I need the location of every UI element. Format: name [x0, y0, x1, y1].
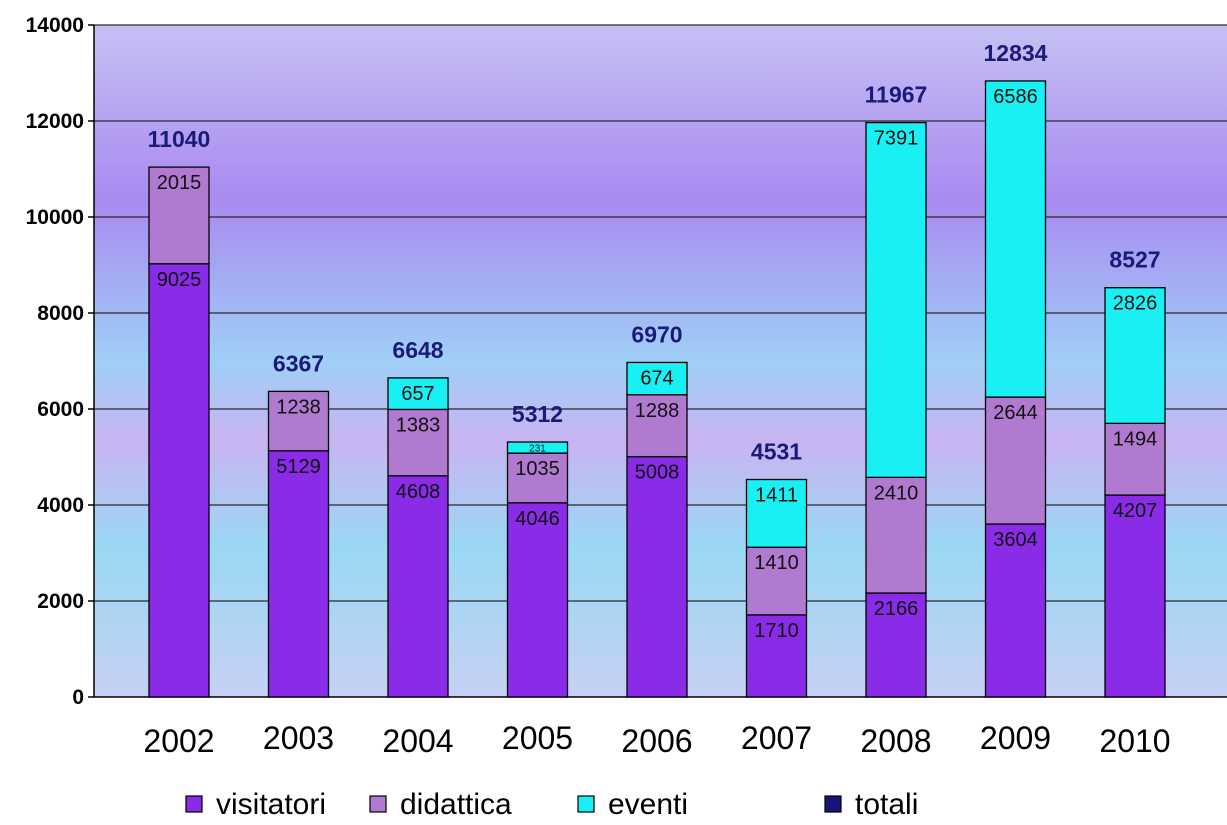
bar-eventi-2010 — [1104, 287, 1166, 425]
bars — [148, 80, 1166, 698]
data-label-totali: 12834 — [984, 40, 1048, 66]
x-tick-label: 2008 — [860, 723, 931, 759]
data-label-eventi: 231 — [529, 444, 546, 455]
data-label-didattica: 2410 — [874, 482, 919, 504]
legend-swatch-totali — [824, 795, 842, 813]
bar-didattica-2003 — [267, 390, 330, 452]
bar-eventi-2004 — [387, 377, 449, 411]
data-label-visitatori: 5008 — [635, 462, 680, 484]
data-label-didattica: 2644 — [993, 402, 1038, 424]
y-tick-label: 2000 — [37, 590, 84, 613]
data-label-eventi: 6586 — [993, 86, 1038, 108]
y-tick-label: 6000 — [37, 398, 84, 421]
data-label-didattica: 1035 — [515, 458, 560, 480]
legend-label-totali: totali — [855, 788, 918, 821]
bar-eventi-2005 — [506, 441, 569, 454]
data-label-eventi: 657 — [401, 383, 434, 405]
x-tick-label: 2007 — [741, 720, 812, 756]
bar-visitatori-2005 — [506, 502, 569, 698]
data-label-visitatori: 2166 — [874, 598, 919, 620]
legend: visitatori didattica eventi totali — [185, 788, 918, 821]
data-label-didattica: 1494 — [1113, 428, 1158, 450]
data-label-totali: 5312 — [512, 401, 563, 427]
y-tick-label: 10000 — [26, 206, 84, 229]
data-label-didattica: 1383 — [396, 414, 441, 436]
bar-didattica-2007 — [745, 546, 808, 616]
data-label-didattica: 1288 — [635, 400, 680, 422]
data-label-didattica: 1410 — [754, 552, 799, 574]
x-tick-label: 2003 — [263, 720, 334, 756]
bar-didattica-2008 — [865, 476, 927, 594]
axes: 0 2000 4000 6000 8000 10000 12000 14000 — [26, 14, 1227, 709]
bar-visitatori-2004 — [387, 475, 449, 698]
data-label-eventi: 7391 — [874, 128, 919, 150]
data-label-visitatori: 4608 — [396, 481, 441, 503]
bar-didattica-2006 — [626, 394, 688, 458]
bar-didattica-2005 — [506, 452, 569, 504]
bar-eventi-2008 — [865, 121, 927, 479]
y-tick-label: 14000 — [26, 14, 84, 37]
legend-swatch-eventi — [577, 795, 595, 813]
data-label-visitatori: 9025 — [157, 269, 202, 291]
y-tick-label: 4000 — [37, 494, 84, 517]
x-tick-label: 2002 — [143, 723, 214, 759]
y-tick-label: 8000 — [37, 302, 84, 325]
x-tick-labels: 2002 2003 2004 2005 2006 2007 2008 2009 2010 — [143, 720, 1170, 759]
data-label-visitatori: 4046 — [515, 508, 560, 530]
x-tick-label: 2009 — [980, 720, 1051, 756]
data-label-totali: 6367 — [273, 350, 324, 376]
data-label-totali: 6970 — [631, 321, 682, 347]
data-label-visitatori: 5129 — [276, 456, 321, 478]
data-label-didattica: 2015 — [157, 172, 202, 194]
bar-visitatori-2006 — [626, 455, 688, 698]
bar-didattica-2009 — [984, 396, 1047, 525]
bar-visitatori-2009 — [984, 523, 1047, 698]
bar-eventi-2009 — [984, 80, 1047, 398]
data-label-visitatori: 1710 — [754, 620, 799, 642]
data-label-didattica: 1238 — [276, 396, 321, 418]
data-label-eventi: 2826 — [1113, 293, 1158, 315]
data-label-totali: 6648 — [392, 337, 443, 363]
y-tick-label: 12000 — [26, 110, 84, 133]
bar-eventi-2007 — [745, 478, 808, 548]
bar-visitatori-2010 — [1104, 494, 1166, 698]
legend-label-visitatori: visitatori — [216, 788, 326, 821]
y-tick-label: 0 — [72, 686, 84, 709]
data-label-totali: 8527 — [1109, 247, 1160, 273]
data-label-totali: 11040 — [148, 126, 211, 152]
bar-visitatori-2007 — [745, 614, 808, 698]
bar-didattica-2010 — [1104, 422, 1166, 496]
x-tick-label: 2006 — [621, 723, 692, 759]
data-label-totali: 11967 — [865, 82, 928, 108]
legend-label-eventi: eventi — [608, 788, 688, 821]
data-labels: 9025 2015 11040 5129 1238 6367 4608 1383 657 6648… — [148, 40, 1161, 642]
bar-visitatori-2002 — [148, 263, 210, 698]
data-label-visitatori: 4207 — [1113, 500, 1158, 522]
bar-eventi-2006 — [626, 361, 688, 396]
bar-visitatori-2003 — [267, 450, 330, 698]
bar-visitatori-2008 — [865, 592, 927, 698]
data-label-eventi: 1411 — [755, 485, 798, 507]
legend-label-didattica: didattica — [400, 788, 512, 821]
x-tick-label: 2004 — [382, 723, 453, 759]
legend-swatch-visitatori — [185, 795, 203, 813]
data-label-eventi: 674 — [640, 367, 673, 389]
x-tick-label: 2010 — [1099, 723, 1170, 759]
bar-didattica-2002 — [148, 166, 210, 265]
x-tick-label: 2005 — [502, 720, 573, 756]
data-label-totali: 4531 — [751, 439, 802, 465]
legend-swatch-didattica — [369, 795, 387, 813]
data-label-visitatori: 3604 — [993, 529, 1038, 551]
